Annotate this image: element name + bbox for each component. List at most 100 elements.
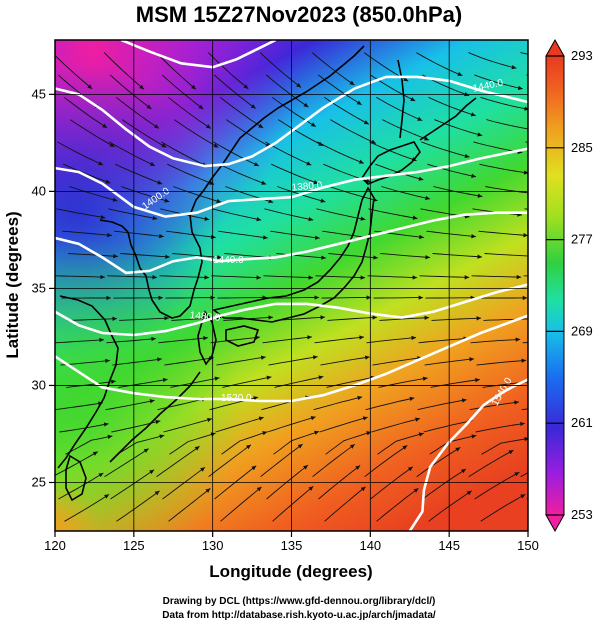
streamline xyxy=(318,74,362,106)
streamline xyxy=(55,451,99,476)
streamline-arrow xyxy=(149,399,155,404)
streamline xyxy=(215,416,264,433)
coastline-ryukyu xyxy=(109,371,201,463)
streamline xyxy=(428,96,476,117)
streamline-arrow xyxy=(461,398,467,403)
streamline-arrow xyxy=(517,85,523,90)
streamline xyxy=(319,416,368,433)
streamline xyxy=(470,338,521,344)
contour-label: 1480.0 xyxy=(189,310,221,324)
streamline-arrow xyxy=(407,466,413,472)
streamline xyxy=(162,466,206,500)
streamline xyxy=(377,432,424,455)
streamline-arrow xyxy=(256,275,262,280)
streamline-arrow xyxy=(471,173,476,178)
streamline-arrow xyxy=(191,84,196,90)
streamline-arrow xyxy=(205,488,211,493)
streamline-arrow xyxy=(107,434,113,440)
streamline-arrow xyxy=(571,78,576,82)
streamline-arrow xyxy=(583,122,588,126)
coastline-korea xyxy=(127,137,241,319)
streamline-arrow xyxy=(165,254,170,259)
streamline xyxy=(173,119,219,148)
streamline-arrow xyxy=(109,142,115,147)
streamline-arrow xyxy=(349,80,355,85)
streamline-arrow xyxy=(139,84,144,90)
streamline-arrow xyxy=(460,469,466,474)
x-tick-label: 145 xyxy=(438,538,460,553)
colorbar-gradient xyxy=(545,55,565,516)
streamline-arrow xyxy=(360,275,366,280)
streamline xyxy=(428,490,472,522)
streamline xyxy=(117,434,165,455)
streamline-arrow xyxy=(471,434,477,439)
streamline-arrow xyxy=(253,396,259,401)
streamline xyxy=(364,445,408,478)
streamline-arrow xyxy=(321,255,326,260)
streamline-arrow xyxy=(243,84,249,89)
streamline-arrow xyxy=(92,451,98,456)
contour-line-6 xyxy=(408,378,528,531)
streamline-arrow xyxy=(576,167,581,171)
streamline xyxy=(259,52,302,88)
contour-line-4 xyxy=(55,283,528,337)
streamline xyxy=(479,163,528,174)
streamline xyxy=(173,186,222,203)
streamline-arrow xyxy=(470,112,476,117)
streamline xyxy=(371,418,421,433)
contour-label: 1380.0 xyxy=(291,180,323,194)
streamline-arrow xyxy=(102,123,108,128)
streamline-arrow xyxy=(349,444,355,449)
streamline-arrow xyxy=(455,447,461,452)
streamline xyxy=(314,336,365,344)
streamline-arrow xyxy=(365,178,371,183)
streamline-arrow xyxy=(412,275,418,280)
streamline xyxy=(219,96,264,129)
map-plot-area: 1400.0 1380.01440.01480.01520.01440.01540… xyxy=(55,40,588,531)
streamline xyxy=(156,445,200,478)
streamline-arrow xyxy=(297,444,303,449)
streamline-arrow xyxy=(261,180,267,185)
streamline xyxy=(118,378,168,388)
streamline-arrow xyxy=(364,355,370,360)
streamline-arrow xyxy=(155,419,161,425)
streamline-arrow xyxy=(204,216,210,221)
streamline-arrow xyxy=(466,490,472,496)
streamline-arrow xyxy=(98,161,104,166)
streamline xyxy=(263,275,314,279)
streamline xyxy=(213,74,256,109)
streamline xyxy=(327,316,378,321)
streamline xyxy=(431,317,482,321)
streamline-arrow xyxy=(520,494,526,499)
streamline-arrow xyxy=(522,295,528,301)
streamline xyxy=(478,230,528,236)
coastline-russia-primorye xyxy=(239,45,365,139)
streamline-arrow xyxy=(409,396,415,402)
streamline-arrow xyxy=(370,139,376,144)
streamline-arrow xyxy=(358,159,364,164)
streamline-arrow xyxy=(565,57,570,61)
streamline-arrow xyxy=(523,170,528,175)
streamline-arrow xyxy=(477,132,483,137)
streamline xyxy=(481,438,528,455)
streamline-arrow xyxy=(253,162,259,167)
streamline xyxy=(432,253,483,258)
streamline-arrow xyxy=(475,378,480,383)
streamline xyxy=(271,163,319,185)
streamline-arrow xyxy=(411,335,417,341)
streamline-arrow xyxy=(508,450,514,455)
streamline-arrow xyxy=(262,431,268,436)
streamline xyxy=(221,431,268,455)
streamline xyxy=(266,464,309,500)
streamline-arrow xyxy=(318,375,324,380)
streamline-arrow xyxy=(152,275,157,280)
streamline-arrow xyxy=(266,375,272,380)
x-axis-ticks: 120 125 130 135 140 145 150 xyxy=(44,531,539,553)
streamline-arrow xyxy=(308,486,314,491)
streamline xyxy=(55,339,105,344)
streamline xyxy=(55,54,93,90)
contour-line-2 xyxy=(55,147,528,218)
streamline xyxy=(109,74,152,110)
streamline-arrow xyxy=(112,316,117,321)
streamline-arrow xyxy=(357,395,363,401)
